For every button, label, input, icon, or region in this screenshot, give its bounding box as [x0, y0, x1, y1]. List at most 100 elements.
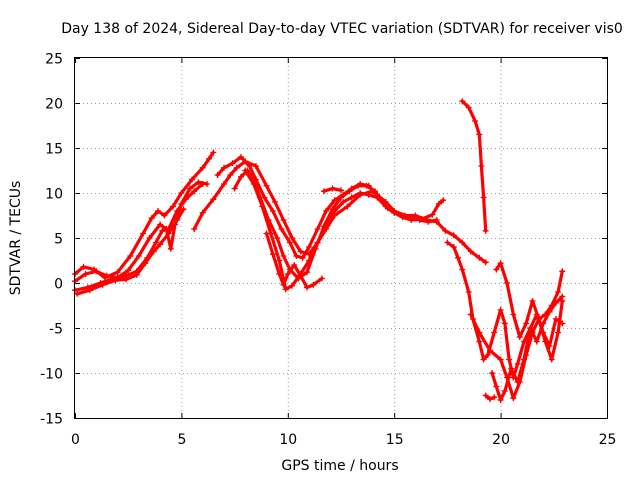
- data-point-marker: [289, 235, 296, 241]
- series-line: [192, 159, 488, 264]
- data-point-marker: [272, 199, 279, 205]
- data-point-marker: [259, 203, 266, 210]
- data-point-marker: [125, 267, 132, 274]
- data-point-marker: [157, 221, 164, 228]
- data-point-marker: [459, 98, 466, 105]
- data-point-marker: [276, 257, 283, 264]
- chart-title: Day 138 of 2024, Sidereal Day-to-day VTE…: [61, 21, 623, 37]
- data-point-marker: [497, 356, 504, 363]
- data-point-marker: [231, 185, 238, 192]
- data-point-marker: [510, 395, 517, 402]
- tick-layer: 0 5 10 15 20 25 -15 -10 -5 0 5 10 15 20 25: [40, 52, 616, 449]
- data-point-marker: [206, 155, 213, 162]
- data-point-marker: [180, 206, 187, 213]
- data-point-marker: [229, 160, 236, 167]
- x-tick-label: 10: [279, 432, 297, 448]
- series-track-5: [191, 158, 489, 266]
- series-track-3: [72, 181, 206, 294]
- data-point-marker: [355, 182, 362, 189]
- data-point-marker: [282, 286, 289, 293]
- data-point-marker: [514, 361, 521, 367]
- data-point-marker: [484, 352, 491, 358]
- x-axis-label: GPS time / hours: [281, 458, 398, 474]
- data-point-marker: [480, 194, 487, 201]
- data-point-marker: [491, 329, 498, 336]
- data-point-marker: [521, 338, 528, 345]
- data-point-marker: [559, 268, 566, 275]
- data-point-marker: [74, 290, 81, 297]
- data-point-marker: [269, 208, 276, 214]
- y-tick-label: 10: [45, 187, 63, 203]
- data-point-marker: [503, 280, 510, 286]
- data-point-marker: [123, 276, 130, 283]
- series-line: [73, 150, 215, 280]
- series-line: [216, 155, 379, 260]
- data-point-marker: [514, 379, 521, 385]
- data-point-marker: [542, 311, 549, 318]
- data-point-marker: [478, 163, 485, 169]
- data-point-marker: [508, 365, 515, 372]
- series-track-15: [489, 311, 566, 403]
- data-point-marker: [103, 272, 110, 279]
- data-point-marker: [465, 289, 472, 295]
- data-point-marker: [148, 215, 155, 222]
- data-point-marker: [314, 226, 321, 232]
- series-track-16: [482, 392, 498, 403]
- grid-layer: [75, 58, 607, 418]
- data-point-marker: [323, 208, 330, 214]
- data-point-marker: [99, 281, 106, 288]
- data-point-marker: [476, 338, 483, 345]
- data-point-marker: [348, 194, 355, 201]
- data-point-marker: [493, 266, 500, 273]
- x-tick-label: 20: [492, 432, 510, 448]
- data-point-marker: [86, 287, 93, 294]
- data-point-marker: [237, 154, 244, 160]
- data-point-marker: [93, 268, 100, 275]
- y-tick-label: 0: [54, 277, 63, 293]
- data-point-marker: [191, 226, 198, 232]
- data-point-marker: [344, 203, 351, 210]
- x-tick-label: 25: [599, 432, 617, 448]
- x-tick-label: 15: [386, 432, 404, 448]
- data-point-marker: [501, 320, 508, 327]
- data-point-marker: [133, 271, 140, 278]
- data-point-marker: [391, 209, 398, 216]
- data-point-marker: [237, 173, 244, 180]
- data-point-marker: [382, 203, 389, 210]
- data-point-marker: [374, 194, 381, 201]
- data-point-marker: [555, 329, 562, 336]
- x-tick-label: 0: [71, 432, 80, 448]
- y-axis-label: SDTVAR / TECUs: [8, 181, 24, 296]
- data-point-marker: [340, 199, 347, 205]
- series-layer: [72, 98, 566, 403]
- data-point-marker: [552, 316, 559, 322]
- data-point-marker: [480, 356, 487, 363]
- data-point-marker: [559, 320, 566, 327]
- x-tick-label: 5: [177, 432, 186, 448]
- data-point-marker: [465, 104, 472, 111]
- series-line: [75, 207, 186, 296]
- data-point-marker: [186, 185, 193, 192]
- data-point-marker: [82, 271, 89, 277]
- data-point-marker: [284, 271, 291, 277]
- data-point-marker: [486, 347, 493, 354]
- data-point-marker: [329, 185, 336, 192]
- data-point-marker: [140, 230, 147, 237]
- data-point-marker: [306, 244, 313, 250]
- data-point-marker: [510, 311, 517, 318]
- data-point-marker: [135, 253, 142, 259]
- series-track-10: [320, 185, 344, 195]
- series-line: [445, 240, 564, 380]
- data-point-marker: [459, 266, 466, 273]
- data-point-marker: [497, 307, 504, 313]
- data-point-marker: [199, 209, 206, 216]
- data-point-marker: [533, 311, 540, 318]
- data-point-marker: [450, 232, 457, 239]
- data-point-marker: [263, 182, 270, 189]
- data-point-marker: [174, 208, 181, 214]
- data-point-marker: [476, 254, 483, 261]
- data-point-marker: [482, 227, 489, 234]
- series-track-9: [263, 230, 325, 291]
- data-point-marker: [444, 239, 451, 246]
